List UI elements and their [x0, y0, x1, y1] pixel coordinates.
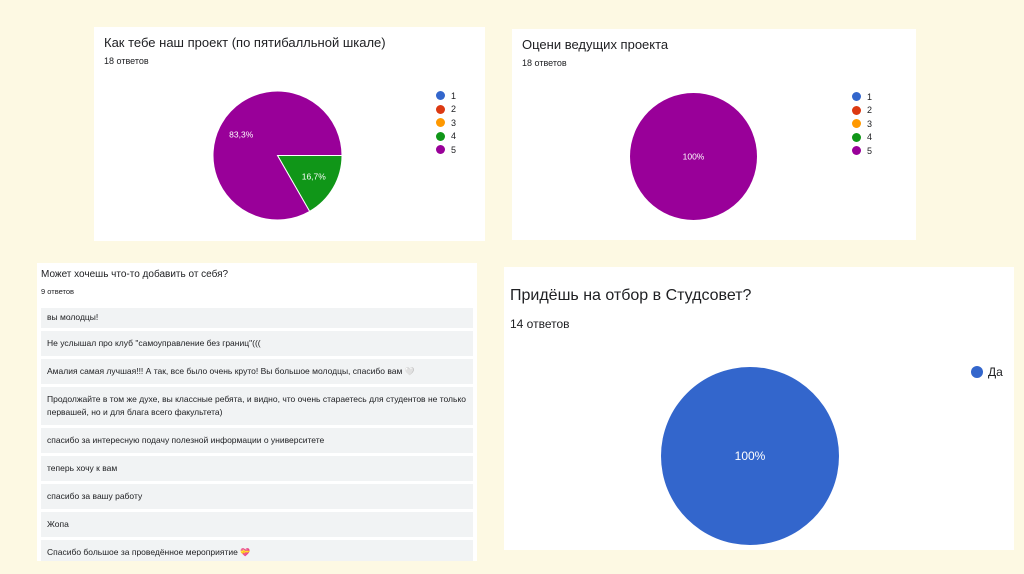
legend-swatch [436, 145, 445, 155]
pie-data-label: 100% [735, 449, 766, 463]
answer-text: Продолжайте в том же духе, вы классные р… [47, 394, 466, 417]
pie-data-label: 100% [683, 151, 705, 161]
legend-swatch [852, 146, 861, 156]
legend-label: 5 [451, 144, 457, 155]
hosts-legend: 1 2 3 4 5 [852, 90, 872, 158]
studsovet-pie-chart: 100% [661, 367, 839, 545]
pie-data-label: 16,7% [302, 171, 327, 181]
legend-swatch [436, 131, 445, 141]
legend-label: 1 [867, 91, 873, 102]
hosts-pie-chart: 100% [630, 93, 757, 220]
legend-swatch [852, 92, 861, 102]
legend-swatch [436, 104, 445, 114]
legend-item: 5 [436, 143, 456, 157]
pie-slice-5 [630, 93, 757, 220]
legend-label: 2 [451, 104, 457, 115]
card-title: Оцени ведущих проекта [522, 37, 669, 52]
answer-item: Амалия самая лучшая!!! А так, все было о… [41, 359, 473, 384]
answer-text: вы молодцы! [47, 312, 99, 322]
legend-swatch [436, 91, 445, 101]
heart-gift-icon: 💝 [240, 548, 251, 557]
rating-pie-chart: 16,7% 83,3% [212, 90, 343, 221]
card-title: Как тебе наш проект (по пятибалльной шка… [104, 35, 386, 50]
legend-item: 1 [852, 90, 872, 104]
pie-slice-4 [276, 155, 343, 213]
legend-swatch [852, 105, 861, 115]
rating-legend: 1 2 3 4 5 [436, 89, 456, 157]
answer-item: вы молодцы! [41, 308, 473, 328]
legend-label: 5 [867, 145, 873, 156]
answer-item: теперь хочу к вам [41, 456, 473, 481]
legend-label: Да [988, 365, 1003, 379]
response-count: 14 ответов [510, 317, 570, 331]
legend-label: 3 [451, 117, 457, 128]
legend-item: 4 [852, 131, 872, 145]
legend-item: Да [971, 363, 1003, 381]
legend-swatch [971, 366, 983, 378]
rating-card: Как тебе наш проект (по пятибалльной шка… [94, 27, 485, 241]
answer-item: Не услышал про клуб "самоуправление без … [41, 331, 473, 356]
card-title: Может хочешь что-то добавить от себя? [41, 269, 229, 280]
answer-text: теперь хочу к вам [47, 463, 118, 473]
studsovet-card: Придёшь на отбор в Студсовет? 14 ответов… [504, 267, 1014, 550]
card-title: Придёшь на отбор в Студсовет? [510, 287, 752, 304]
pie-slice-Да [661, 367, 839, 545]
white-heart-icon: 🤍 [404, 367, 415, 376]
pie-slice-5 [212, 90, 343, 221]
answer-text: Амалия самая лучшая!!! А так, все было о… [47, 366, 403, 376]
response-count: 18 ответов [522, 58, 567, 68]
legend-swatch [852, 132, 861, 142]
legend-item: 2 [852, 104, 872, 118]
legend-item: 3 [436, 116, 456, 130]
answer-item: спасибо за интересную подачу полезной ин… [41, 428, 473, 453]
legend-item: 2 [436, 103, 456, 117]
answer-text: Спасибо большое за проведённое мероприят… [47, 547, 238, 557]
response-count: 18 ответов [104, 56, 149, 66]
legend-label: 2 [867, 105, 873, 116]
hosts-card: Оцени ведущих проекта 18 ответов 100% 1 2… [512, 29, 916, 240]
legend-swatch [852, 119, 861, 129]
legend-item: 5 [852, 144, 872, 158]
answer-text: Жопа [47, 519, 69, 529]
pie-data-label: 83,3% [229, 129, 254, 139]
legend-label: 4 [867, 132, 873, 143]
answer-text: Не услышал про клуб "самоуправление без … [47, 338, 261, 348]
legend-label: 3 [867, 118, 873, 129]
answer-item: Спасибо большое за проведённое мероприят… [41, 540, 473, 561]
legend-item: 3 [852, 117, 872, 131]
legend-label: 1 [451, 90, 457, 101]
answer-item: Жопа [41, 512, 473, 537]
answer-text: спасибо за вашу работу [47, 491, 143, 501]
legend-item: 4 [436, 130, 456, 144]
answer-item: спасибо за вашу работу [41, 484, 473, 509]
legend-item: 1 [436, 89, 456, 103]
answers-list: вы молодцы! Не услышал про клуб "самоупр… [37, 308, 477, 561]
answer-item: Продолжайте в том же духе, вы классные р… [41, 387, 473, 425]
answers-card: Может хочешь что-то добавить от себя? 9 … [37, 263, 477, 561]
answer-text: спасибо за интересную подачу полезной ин… [47, 435, 325, 445]
studsovet-legend: Да [971, 363, 1003, 381]
legend-swatch [436, 118, 445, 128]
legend-label: 4 [451, 131, 457, 142]
response-count: 9 ответов [41, 287, 75, 296]
